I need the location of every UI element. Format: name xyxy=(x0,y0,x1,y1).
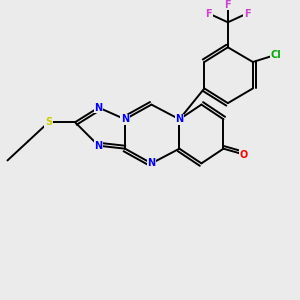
Text: S: S xyxy=(45,117,52,127)
Text: F: F xyxy=(244,8,250,19)
Text: O: O xyxy=(240,149,248,160)
Text: N: N xyxy=(121,114,129,124)
Text: N: N xyxy=(175,114,183,124)
Text: N: N xyxy=(94,141,103,151)
Text: N: N xyxy=(94,103,103,112)
Text: F: F xyxy=(225,0,231,10)
Text: N: N xyxy=(147,158,155,168)
Text: N: N xyxy=(175,114,183,124)
Text: F: F xyxy=(206,8,212,19)
Text: Cl: Cl xyxy=(271,50,282,60)
